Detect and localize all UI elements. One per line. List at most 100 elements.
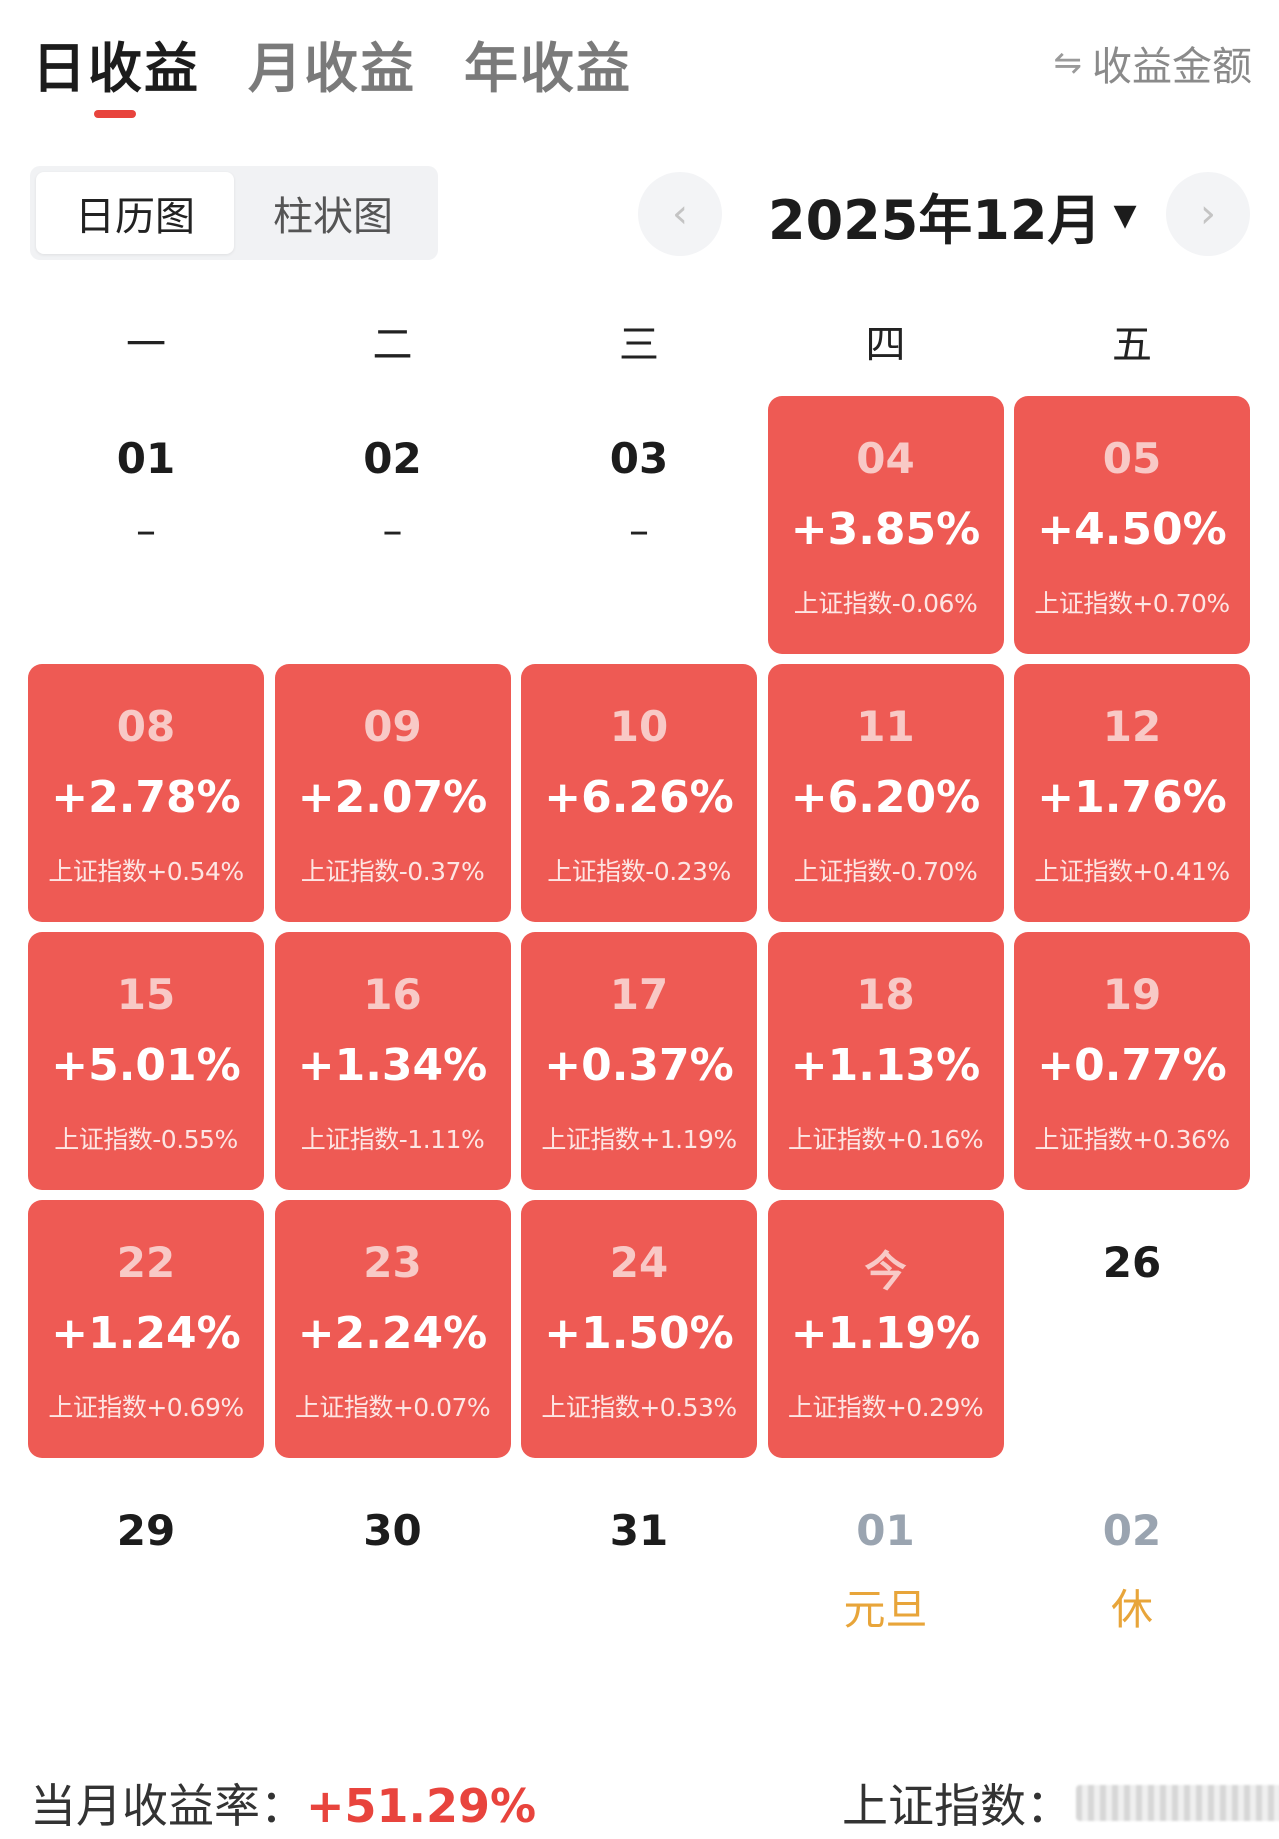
index-summary: 上证指数： xyxy=(842,1770,1279,1836)
calendar-day-cell[interactable]: 12 +1.76% 上证指数+0.41% xyxy=(1014,664,1250,922)
calendar-day-cell[interactable]: 19 +0.77% 上证指数+0.36% xyxy=(1014,932,1250,1190)
index-change: 上证指数+0.29% xyxy=(787,1393,984,1422)
calendar-day-cell[interactable]: 08 +2.78% 上证指数+0.54% xyxy=(28,664,264,922)
daily-return: +1.13% xyxy=(790,1040,981,1091)
day-number: 09 xyxy=(363,702,422,751)
day-number: 02 xyxy=(1102,1506,1162,1555)
calendar-day-cell[interactable]: 02 休 xyxy=(1014,1468,1250,1726)
calendar-day-cell[interactable]: 今 +1.19% 上证指数+0.29% xyxy=(767,1200,1004,1458)
calendar-day-cell[interactable]: 23 +2.24% 上证指数+0.07% xyxy=(274,1200,511,1458)
day-number: 24 xyxy=(609,1238,669,1287)
calendar-day-cell[interactable]: 02 – xyxy=(275,396,511,654)
period-tabs: 日收益 月收益 年收益 ⇋ 收益金额 xyxy=(32,24,1252,124)
weekday-label: 二 xyxy=(372,322,413,368)
day-number: 15 xyxy=(116,970,176,1019)
weekday-header: 一二三四五 xyxy=(28,312,1250,372)
next-month-button[interactable]: › xyxy=(1166,172,1250,256)
calendar-day-cell[interactable]: 10 +6.26% 上证指数-0.23% xyxy=(521,664,757,922)
blurred-index-value xyxy=(1076,1785,1279,1821)
calendar-day-cell[interactable]: 03 – xyxy=(521,396,757,654)
daily-return: +5.01% xyxy=(51,1040,241,1091)
day-number: 08 xyxy=(116,702,176,751)
day-number: 31 xyxy=(609,1506,669,1555)
monthly-return-value: +51.29% xyxy=(306,1779,537,1833)
daily-return: +6.20% xyxy=(790,772,981,823)
day-number: 10 xyxy=(609,702,669,751)
calendar-day-cell[interactable]: 22 +1.24% 上证指数+0.69% xyxy=(28,1200,264,1458)
no-data-dash: – xyxy=(382,508,403,554)
day-number: 30 xyxy=(363,1506,422,1555)
calendar-day-cell[interactable]: 29 xyxy=(28,1468,264,1726)
calendar-day-cell[interactable]: 01 – xyxy=(28,396,264,654)
index-change: 上证指数-1.11% xyxy=(300,1125,485,1154)
index-change: 上证指数+0.36% xyxy=(1034,1125,1230,1154)
no-data-dash: – xyxy=(629,508,649,554)
view-segment-control: 日历图 柱状图 xyxy=(30,166,438,260)
day-number: 19 xyxy=(1102,970,1162,1019)
calendar-day-cell[interactable]: 26 xyxy=(1014,1200,1250,1458)
calendar-day-cell[interactable]: 18 +1.13% 上证指数+0.16% xyxy=(767,932,1004,1190)
calendar-view-button[interactable]: 日历图 xyxy=(36,172,234,254)
day-number: 11 xyxy=(856,702,915,751)
calendar-day-cell[interactable]: 15 +5.01% 上证指数-0.55% xyxy=(28,932,264,1190)
day-number: 04 xyxy=(856,434,915,483)
calendar-day-cell[interactable]: 16 +1.34% 上证指数-1.11% xyxy=(274,932,511,1190)
weekday-label: 三 xyxy=(619,322,659,368)
day-number: 今 xyxy=(864,1247,907,1296)
index-change: 上证指数+0.07% xyxy=(294,1393,491,1422)
tab-yearly[interactable]: 年收益 xyxy=(464,37,632,100)
index-change: 上证指数-0.06% xyxy=(793,589,978,618)
calendar-day-cell[interactable]: 31 xyxy=(521,1468,757,1726)
day-number: 01 xyxy=(116,434,176,483)
tab-daily[interactable]: 日收益 xyxy=(32,37,200,100)
holiday-label: 元旦 xyxy=(843,1585,928,1634)
calendar-day-cell[interactable]: 04 +3.85% 上证指数-0.06% xyxy=(767,396,1004,654)
month-label: 2025年12月 xyxy=(768,189,1102,252)
calendar-day-cell[interactable]: 17 +0.37% 上证指数+1.19% xyxy=(521,932,757,1190)
daily-return: +2.07% xyxy=(297,772,488,823)
index-change: 上证指数-0.37% xyxy=(300,857,485,886)
calendar-day-cell[interactable]: 24 +1.50% 上证指数+0.53% xyxy=(521,1200,757,1458)
bar-chart-view-button[interactable]: 柱状图 xyxy=(273,194,393,240)
day-number: 29 xyxy=(116,1506,176,1555)
day-number: 26 xyxy=(1102,1238,1162,1287)
calendar-day-cell[interactable]: 01 元旦 xyxy=(768,1468,1004,1726)
day-number: 02 xyxy=(363,434,422,483)
day-number: 18 xyxy=(856,970,915,1019)
amount-toggle[interactable]: ⇋ 收益金额 xyxy=(1054,34,1253,92)
monthly-return-label: 当月收益率： xyxy=(30,1779,306,1833)
active-tab-indicator xyxy=(94,110,136,118)
tab-monthly[interactable]: 月收益 xyxy=(248,37,416,100)
index-change: 上证指数-0.23% xyxy=(547,857,731,886)
daily-return: +3.85% xyxy=(790,504,981,555)
chevron-right-icon: › xyxy=(1200,191,1216,237)
weekday-label: 五 xyxy=(1112,322,1152,368)
monthly-return-summary: 当月收益率：+51.29% xyxy=(30,1770,536,1836)
day-number: 05 xyxy=(1102,434,1162,483)
index-change: 上证指数+0.53% xyxy=(541,1393,737,1422)
daily-return: +1.24% xyxy=(51,1308,241,1359)
prev-month-button[interactable]: ‹ xyxy=(638,172,722,256)
index-change: 上证指数+1.19% xyxy=(541,1125,737,1154)
caret-down-icon: ▼ xyxy=(1113,198,1137,233)
index-change: 上证指数-0.55% xyxy=(54,1125,238,1154)
daily-return: +2.24% xyxy=(297,1308,488,1359)
daily-return: +1.19% xyxy=(790,1308,981,1359)
day-number: 17 xyxy=(609,970,669,1019)
calendar-day-cell[interactable]: 30 xyxy=(275,1468,511,1726)
calendar-day-cell[interactable]: 11 +6.20% 上证指数-0.70% xyxy=(767,664,1004,922)
day-number: 03 xyxy=(609,434,669,483)
index-change: 上证指数-0.70% xyxy=(793,857,978,886)
index-change: 上证指数+0.69% xyxy=(48,1393,244,1422)
daily-return: +1.34% xyxy=(297,1040,488,1091)
index-label: 上证指数： xyxy=(842,1779,1072,1833)
month-picker[interactable]: 2025年12月 ▼ xyxy=(768,176,1137,255)
daily-return: +2.78% xyxy=(51,772,241,823)
chevron-left-icon: ‹ xyxy=(672,191,688,237)
amount-toggle-label: 收益金额 xyxy=(1092,44,1252,90)
calendar-grid: 01 – 02 – 03 – 04 +3.85% 上证指数-0.06% 05 +4.50% 上证指数+… xyxy=(28,396,1250,1696)
calendar-day-cell[interactable]: 09 +2.07% 上证指数-0.37% xyxy=(274,664,511,922)
daily-return: +1.50% xyxy=(544,1308,734,1359)
weekday-label: 一 xyxy=(126,322,166,368)
calendar-day-cell[interactable]: 05 +4.50% 上证指数+0.70% xyxy=(1014,396,1250,654)
